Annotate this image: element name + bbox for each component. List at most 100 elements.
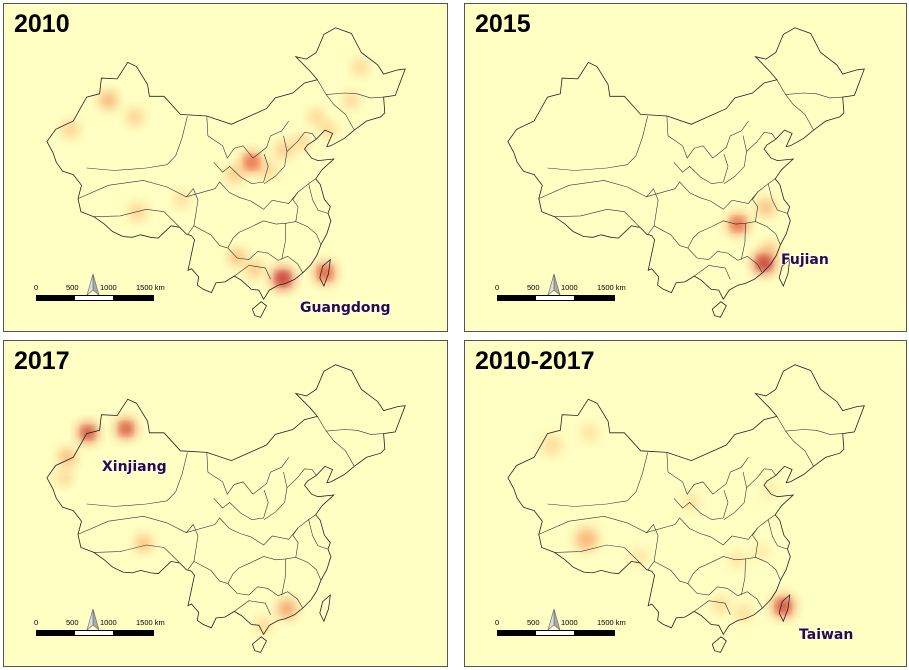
hotspot (344, 93, 359, 108)
province-boundary (694, 265, 731, 280)
province-boundary (227, 583, 279, 597)
province-boundary (292, 527, 299, 558)
scale-tick-label: 0 (34, 283, 39, 292)
province-boundary (278, 591, 304, 609)
province-boundary (227, 247, 279, 261)
hotspot (581, 424, 598, 441)
province-boundary (666, 115, 749, 159)
panel-title: 2015 (475, 10, 531, 38)
panel-title: 2010 (14, 10, 70, 38)
province-boundary (250, 178, 316, 210)
province-boundary (785, 92, 843, 99)
province-boundary (645, 517, 711, 538)
taiwan-outline (778, 258, 791, 287)
province-boundary (711, 556, 781, 581)
scale-tick-label: 0 (495, 618, 500, 627)
hotspot (757, 199, 774, 216)
scale-tick-label: 1500 km (136, 618, 165, 627)
panel-title: 2017 (14, 347, 70, 375)
scale-tick-label: 0 (495, 283, 500, 292)
hotspot (309, 109, 324, 124)
province-boundary (767, 519, 788, 550)
province-boundary (554, 544, 641, 564)
country-outline (46, 364, 406, 636)
north-arrow-icon (84, 273, 102, 299)
map-panel-2017: 2017 Xinjiang 0 500 1000 1500 km (3, 340, 448, 667)
province-boundary (710, 514, 776, 546)
scale-tick-label: 1500 km (597, 283, 626, 292)
hotspot (276, 141, 293, 158)
hotspot (294, 134, 309, 149)
hotspot-core (759, 258, 769, 268)
hotspot (174, 192, 189, 207)
province-boundary (746, 468, 777, 488)
scale-ticks: 0 500 1000 1500 km (495, 283, 626, 293)
map-svg (507, 27, 865, 318)
province-boundary (93, 208, 181, 228)
province-boundary (251, 220, 322, 245)
province-boundary (737, 591, 763, 609)
hotspot (353, 60, 368, 75)
province-boundary (93, 544, 181, 564)
hotspot-core (320, 268, 330, 278)
scale-bar-graphic (497, 630, 615, 636)
scale-bar-graphic (36, 295, 154, 301)
scale-tick-label: 500 (66, 618, 79, 627)
hotspot (762, 483, 777, 498)
hotspot (762, 241, 777, 256)
province-boundary (308, 519, 329, 550)
province-boundary (785, 429, 843, 435)
map-svg (46, 27, 406, 318)
province-boundary (326, 429, 384, 435)
province-boundary (723, 135, 747, 184)
province-boundary (746, 132, 777, 152)
province-boundary (326, 92, 384, 99)
province-boundary (776, 416, 814, 467)
province-boundary (86, 452, 188, 507)
province-boundary (666, 452, 749, 495)
province-boundary (234, 265, 271, 280)
hotspot (630, 547, 647, 564)
country-outline (507, 27, 865, 301)
scale-tick-label: 500 (527, 618, 540, 627)
hotspot (100, 92, 117, 109)
hotspot (229, 249, 246, 266)
province-boundary (281, 558, 287, 596)
scale-bar-graphic (36, 630, 154, 636)
hainan-outline (251, 301, 268, 318)
map-svg (507, 364, 865, 653)
hotspot-core (778, 601, 788, 611)
province-boundary (213, 490, 269, 520)
province-boundary (281, 223, 287, 260)
scale-bar: 0 500 1000 1500 km (34, 283, 165, 313)
scale-tick-label: 1000 (100, 283, 117, 292)
province-boundary (278, 255, 304, 273)
province-boundary (317, 416, 355, 467)
province-boundary (752, 527, 759, 558)
province-boundary (286, 468, 317, 488)
scale-bar-graphic (497, 295, 615, 301)
scale-bar: 0 500 1000 1500 km (34, 618, 165, 648)
province-boundary (653, 561, 712, 584)
scale-tick-label: 500 (527, 283, 540, 292)
province-boundary (752, 191, 759, 222)
hotspot (683, 494, 700, 511)
province-boundary (687, 583, 739, 597)
province-boundary (234, 600, 271, 615)
province-boundary (250, 514, 316, 546)
map-panel-2010-2017: 2010-2017 Taiwan 0 500 1000 1500 km (464, 340, 907, 667)
taiwan-outline (778, 594, 791, 623)
province-boundary (193, 561, 252, 584)
province-boundary (206, 452, 289, 495)
province-boundary (263, 135, 288, 184)
province-boundary (741, 558, 746, 596)
scale-tick-label: 1500 km (597, 618, 626, 627)
map-panel-2010: 2010 Guangdong 0 500 1000 1500 km (3, 3, 448, 332)
hotspot (320, 122, 335, 137)
province-boundary (554, 208, 641, 228)
scale-tick-label: 1000 (561, 618, 578, 627)
scale-ticks: 0 500 1000 1500 km (495, 618, 626, 628)
region-label-xinjiang: Xinjiang (102, 459, 167, 475)
province-boundary (263, 472, 288, 520)
hotspot (575, 528, 598, 551)
